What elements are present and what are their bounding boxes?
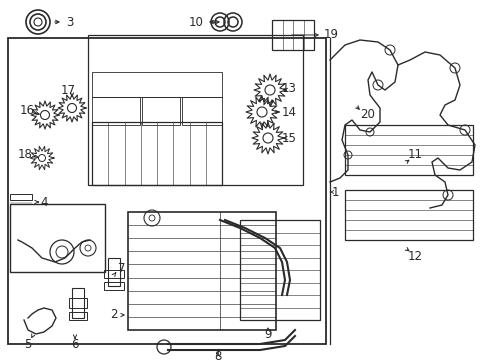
Text: 11: 11 bbox=[407, 148, 422, 162]
Text: 7: 7 bbox=[118, 261, 125, 274]
Bar bbox=[88, 35, 303, 185]
Bar bbox=[240, 220, 319, 320]
Text: 1: 1 bbox=[331, 185, 339, 198]
Bar bbox=[345, 125, 472, 175]
Text: 17: 17 bbox=[61, 84, 75, 96]
Bar bbox=[182, 97, 222, 125]
Bar bbox=[69, 312, 87, 320]
Bar bbox=[72, 288, 84, 318]
Text: 5: 5 bbox=[24, 338, 32, 351]
Text: 4: 4 bbox=[40, 195, 47, 208]
Text: 3: 3 bbox=[66, 15, 73, 28]
Bar bbox=[92, 122, 222, 185]
Text: 18: 18 bbox=[18, 148, 33, 162]
Bar bbox=[8, 38, 325, 344]
Text: 16: 16 bbox=[20, 104, 35, 117]
Text: 20: 20 bbox=[359, 108, 374, 122]
Bar bbox=[108, 258, 120, 286]
Text: 9: 9 bbox=[264, 328, 271, 342]
Text: 15: 15 bbox=[282, 131, 296, 144]
Text: 10: 10 bbox=[189, 15, 203, 28]
Bar bbox=[92, 97, 140, 125]
Text: 12: 12 bbox=[407, 249, 422, 262]
Bar bbox=[92, 72, 222, 97]
Bar bbox=[128, 212, 275, 330]
Text: 14: 14 bbox=[282, 105, 296, 118]
Bar bbox=[69, 298, 87, 308]
Bar bbox=[10, 204, 105, 272]
Bar bbox=[10, 194, 32, 200]
Bar bbox=[104, 270, 124, 278]
Bar bbox=[142, 97, 180, 125]
Bar bbox=[345, 190, 472, 240]
Text: 6: 6 bbox=[71, 338, 79, 351]
Bar bbox=[104, 282, 124, 290]
Bar bbox=[271, 20, 313, 50]
Text: 8: 8 bbox=[214, 351, 221, 360]
Text: 2: 2 bbox=[110, 309, 118, 321]
Text: 13: 13 bbox=[282, 81, 296, 94]
Text: 19: 19 bbox=[324, 28, 338, 41]
